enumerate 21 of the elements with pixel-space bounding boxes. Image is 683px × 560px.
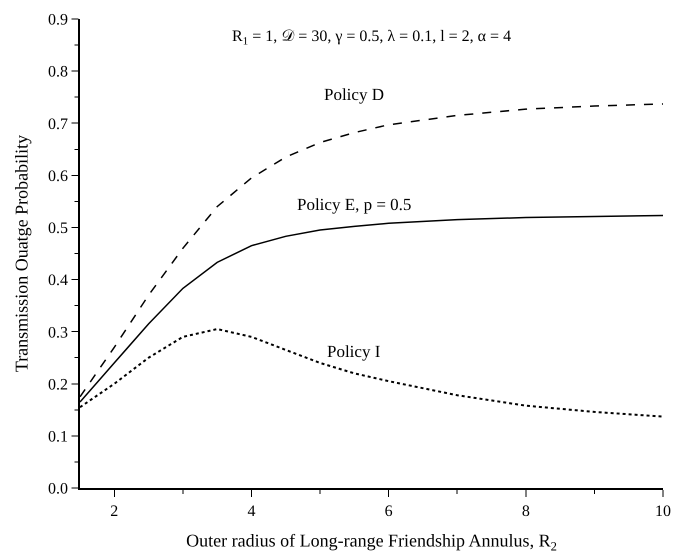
y-tick-label: 0.1 [48,428,68,446]
y-tick-label: 0.9 [48,12,68,29]
x-tick-label: 2 [110,502,118,520]
y-axis-title: Transmission Ouatge Probability [12,134,32,372]
y-tick-label: 0.0 [48,480,68,498]
series-label: Policy I [327,342,381,361]
y-tick-label: 0.3 [48,324,68,342]
y-tick-label: 0.5 [48,220,68,238]
series-label: Policy E, p = 0.5 [297,195,412,214]
x-tick-label: 4 [247,502,256,520]
y-tick-label: 0.2 [48,376,68,394]
annotation: R$_{1}$ = 1, 𝒟 = 30, γ = 0.5, λ = 0.1, l = 2, α = 4 [232,28,512,48]
y-tick-label: 0.4 [48,272,68,290]
x-tick-label: 8 [522,502,530,520]
x-axis-title: Outer radius of Long-range Friendship Annulus, R$_{2}$ [186,530,557,554]
y-tick-label: 0.7 [48,116,68,133]
y-tick-label: 0.6 [48,168,68,185]
x-tick-label: 6 [384,502,393,520]
x-tick-label: 10 [655,502,671,520]
series-label: Policy D [324,85,384,104]
y-tick-label: 0.8 [48,64,68,81]
